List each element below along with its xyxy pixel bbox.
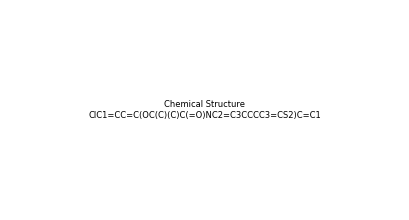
Text: Chemical Structure
ClC1=CC=C(OC(C)(C)C(=O)NC2=C3CCCC3=CS2)C=C1: Chemical Structure ClC1=CC=C(OC(C)(C)C(=… [88, 100, 321, 120]
